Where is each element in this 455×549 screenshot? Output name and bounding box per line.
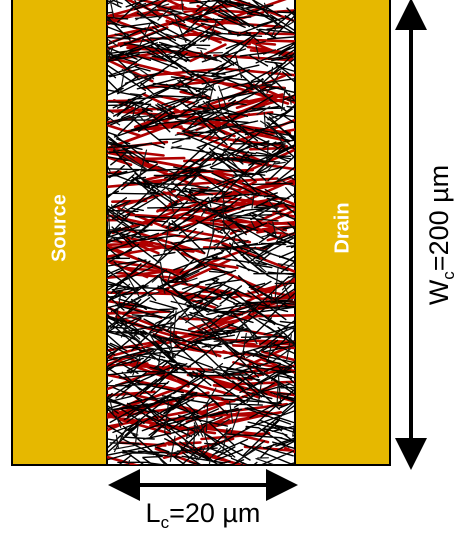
length-symbol: L <box>146 498 161 528</box>
drain-label: Drain <box>331 202 353 253</box>
length-value: =20 µm <box>169 498 260 528</box>
length-label: Lc=20 µm <box>146 498 261 532</box>
width-value: =200 µm <box>424 165 454 271</box>
width-label: Wc=200 µm <box>424 165 455 305</box>
source-label: Source <box>48 194 70 262</box>
device-diagram: Source Drain Wc=200 µm Lc=20 µm <box>0 0 455 549</box>
page: {"labels": {"source": "Source", "drain":… <box>0 0 455 549</box>
width-symbol: W <box>424 279 454 305</box>
